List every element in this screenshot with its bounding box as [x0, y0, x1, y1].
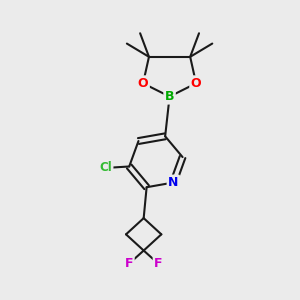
Text: O: O — [191, 77, 201, 90]
Text: O: O — [138, 77, 148, 90]
Text: F: F — [125, 257, 133, 270]
Text: N: N — [168, 176, 178, 189]
Text: B: B — [165, 90, 174, 103]
Text: Cl: Cl — [99, 161, 112, 175]
Text: F: F — [154, 257, 163, 270]
